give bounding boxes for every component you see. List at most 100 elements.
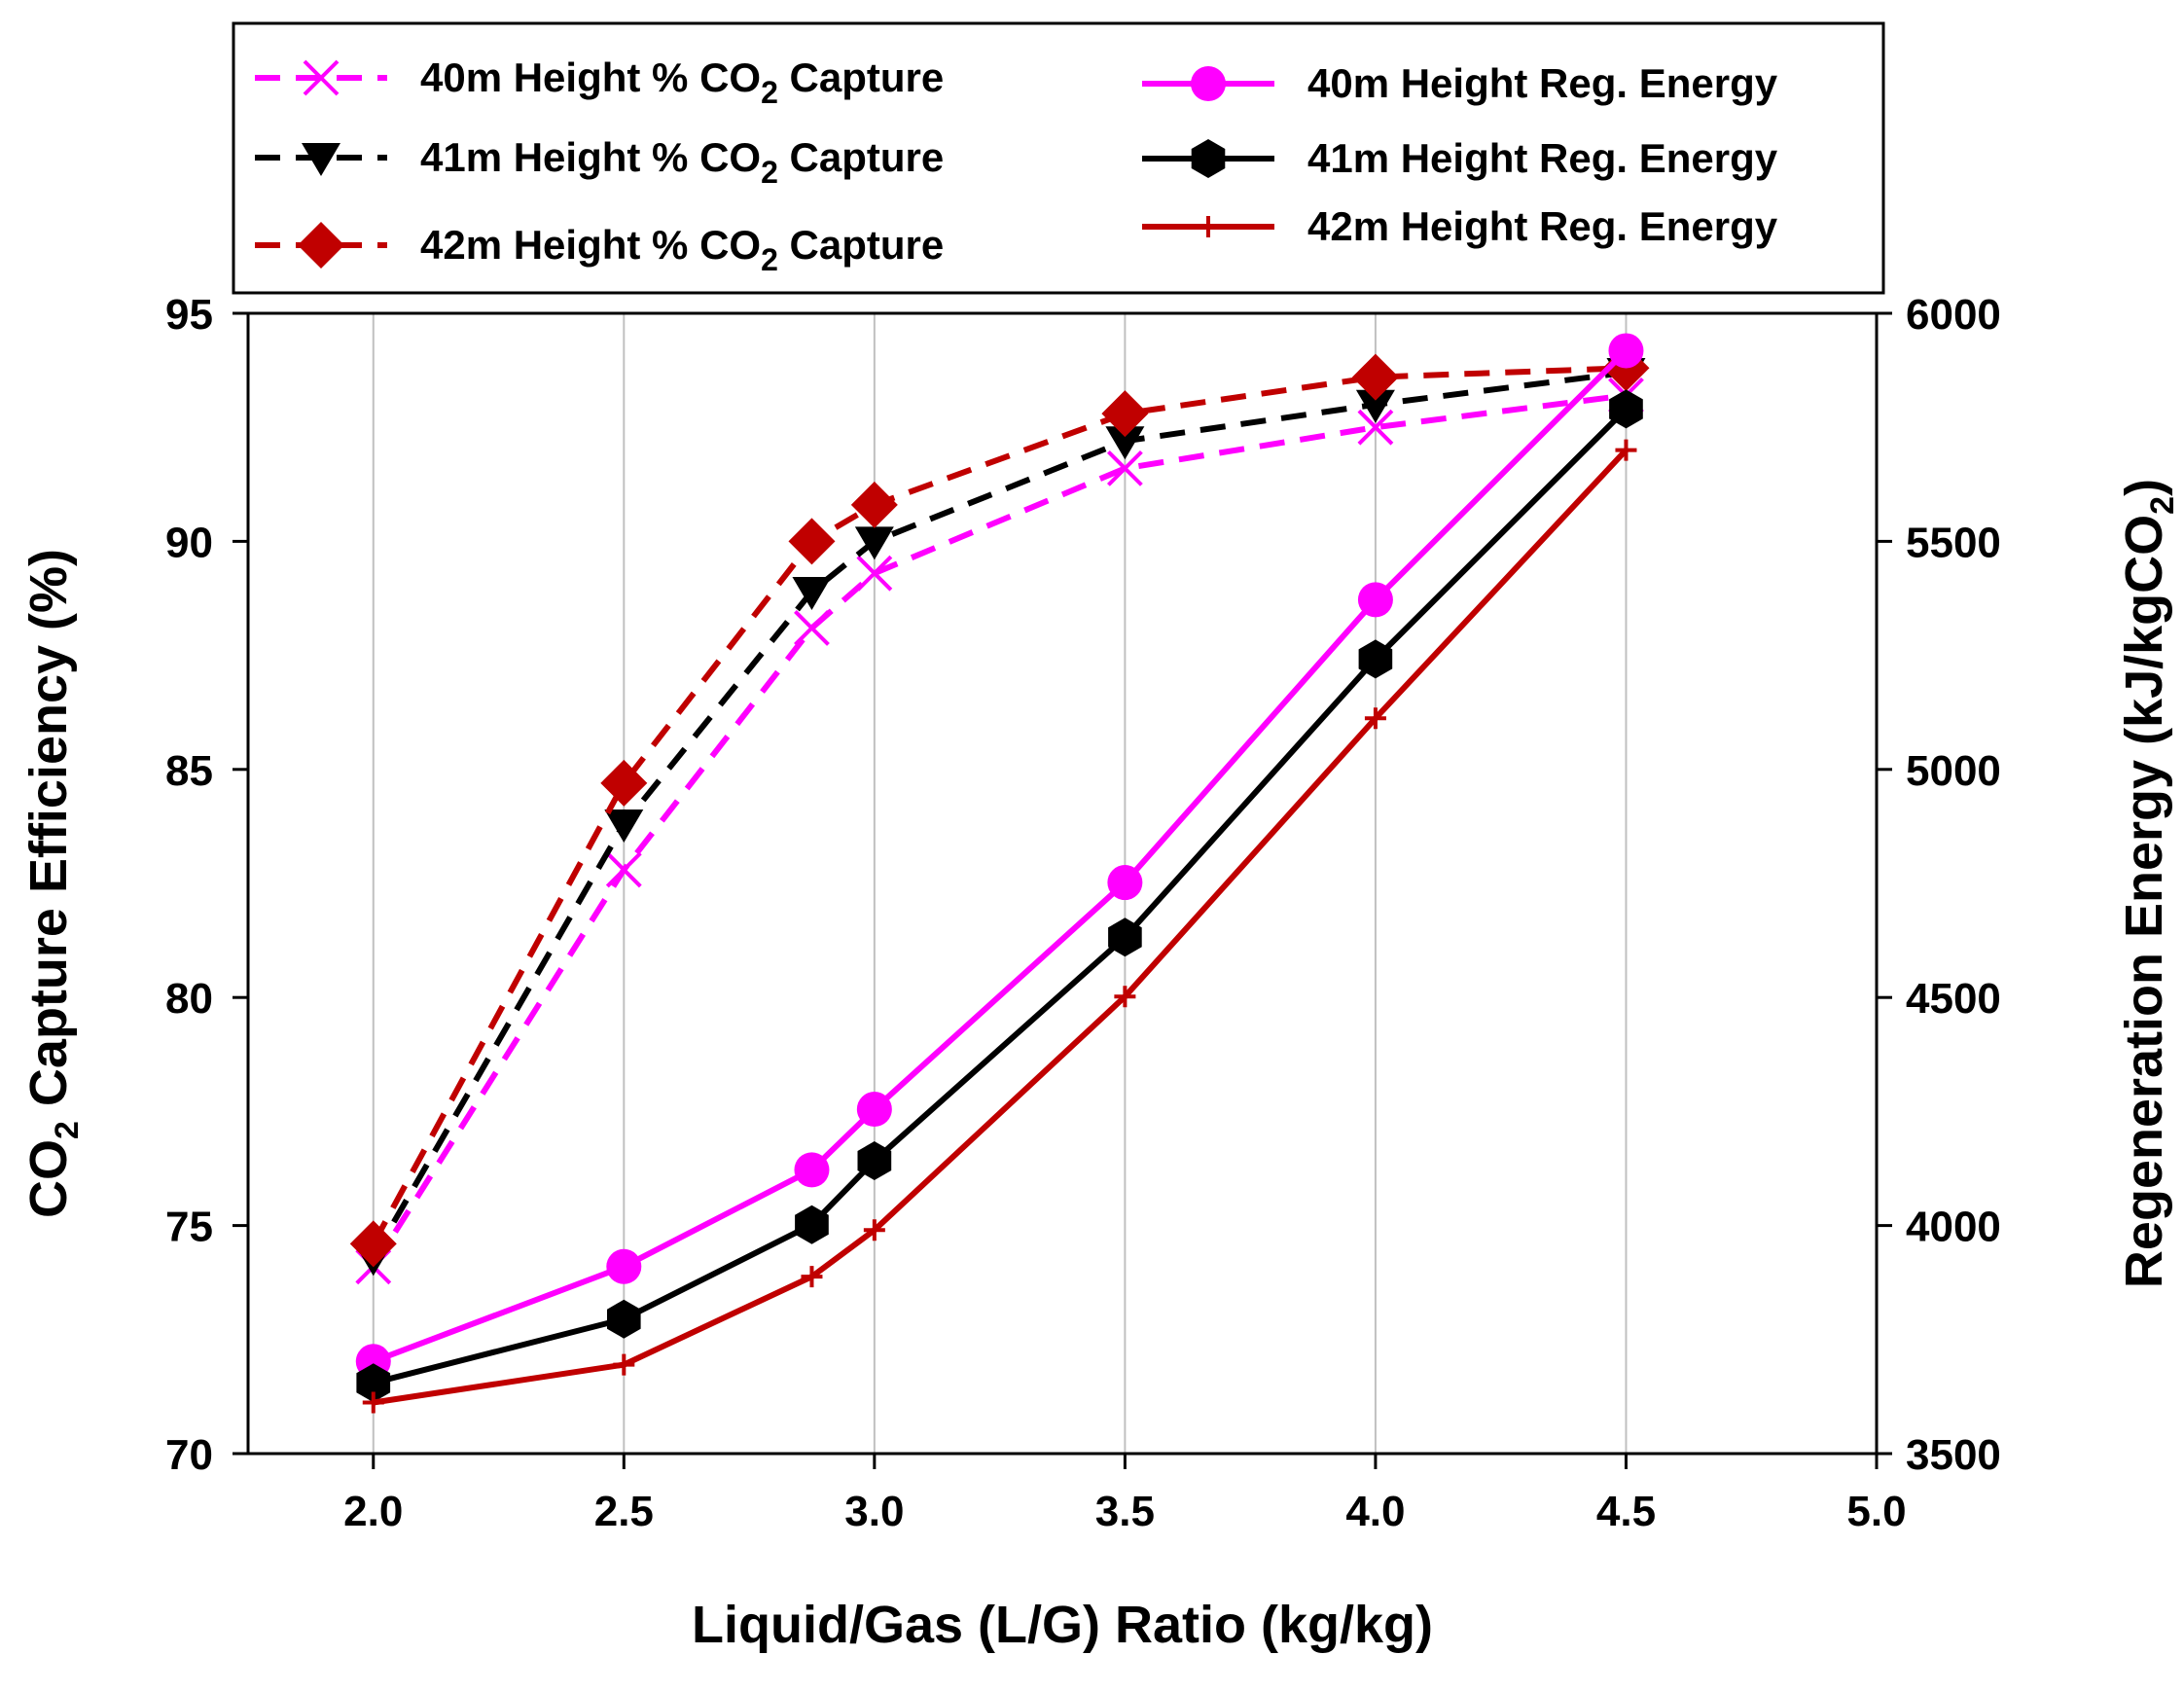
data-point-en40 xyxy=(1107,865,1143,901)
data-point-cap40 xyxy=(605,851,642,888)
data-point-en42 xyxy=(863,1219,885,1241)
series-layer xyxy=(349,333,1650,1414)
data-point-en41 xyxy=(857,1141,892,1180)
grid xyxy=(372,313,1628,1454)
data-point-cap40 xyxy=(1357,409,1394,446)
y-left-axis-title: CO2 Capture Efficiency (%) xyxy=(19,549,86,1218)
legend-label-sub: 2 xyxy=(761,155,778,190)
data-point-cap41 xyxy=(1105,426,1145,460)
data-point-en42 xyxy=(801,1266,823,1288)
data-point-en42 xyxy=(1114,986,1136,1008)
data-point-cap40 xyxy=(1106,450,1143,486)
series-cap42 xyxy=(349,344,1650,1268)
series-cap41 xyxy=(353,357,1646,1277)
data-point-cap42 xyxy=(349,1220,397,1268)
legend-item-en41: 41m Height Reg. Energy xyxy=(1142,135,1778,181)
legend-item-cap42: 42m Height % CO2 Capture xyxy=(255,222,944,277)
data-point-cap41 xyxy=(1355,389,1395,423)
data-point-cap41 xyxy=(604,810,644,844)
y-right-title-sub: 2 xyxy=(2144,496,2181,515)
x-axis-title: Liquid/Gas (L/G) Ratio (kg/kg) xyxy=(692,1596,1433,1654)
legend-marker-cap40 xyxy=(303,59,340,96)
data-point-cap40 xyxy=(794,610,830,646)
legend-label-cap40: 40m Height % CO2 Capture xyxy=(420,54,944,110)
legend-label-main: 41m Height Reg. Energy xyxy=(1307,135,1778,181)
data-point-en42 xyxy=(362,1391,384,1414)
y-left-tick-label: 90 xyxy=(165,519,213,566)
legend-label-rest: Capture xyxy=(778,54,944,100)
y-right-tick-label: 6000 xyxy=(1906,291,2001,339)
legend-item-en40: 40m Height Reg. Energy xyxy=(1142,60,1778,106)
series-line-en40 xyxy=(372,348,1629,1365)
legend-label-en42: 42m Height Reg. Energy xyxy=(1307,203,1778,249)
data-point-cap42 xyxy=(850,481,898,528)
data-point-en41 xyxy=(1108,917,1142,957)
legend-label-en41: 41m Height Reg. Energy xyxy=(1307,135,1778,181)
y-right-tick-label: 3500 xyxy=(1906,1431,2001,1479)
series-line-cap40 xyxy=(371,392,1627,1269)
y-right-title-main: Regeneration Energy (kJ/kgCO xyxy=(2115,515,2173,1288)
series-line-en41 xyxy=(373,407,1629,1386)
plot-frame xyxy=(246,311,1879,1456)
legend-item-en42: 42m Height Reg. Energy xyxy=(1142,203,1778,249)
x-tick-label: 2.0 xyxy=(343,1488,403,1535)
data-point-en40 xyxy=(856,1092,892,1128)
data-point-en40 xyxy=(606,1248,642,1284)
legend-label-sub: 2 xyxy=(761,242,778,277)
legend-marker-en42 xyxy=(1198,216,1219,237)
data-point-cap41 xyxy=(854,526,894,560)
data-point-cap41 xyxy=(792,576,832,610)
legend-marker-cap41 xyxy=(302,143,340,176)
x-tick-label: 3.0 xyxy=(844,1488,904,1535)
data-point-cap42 xyxy=(1351,353,1399,401)
legend-label-main: 40m Height % CO xyxy=(420,54,761,100)
data-point-en41 xyxy=(1609,389,1643,429)
legend-label-cap42: 42m Height % CO2 Capture xyxy=(420,222,944,277)
x-tick-label: 5.0 xyxy=(1846,1488,1906,1535)
x-tick-label: 3.5 xyxy=(1095,1488,1155,1535)
y-left-tick-label: 80 xyxy=(165,975,213,1023)
x-tick-label: 4.0 xyxy=(1345,1488,1405,1535)
y-left-tick-label: 85 xyxy=(165,747,213,795)
y-left-title-main: CO xyxy=(19,1139,78,1218)
legend-item-cap41: 41m Height % CO2 Capture xyxy=(255,134,944,190)
axes: 2.0 2.5 3.0 3.5 4.0 4.5 5.0 70 75 80 85 90 95 3500 400… xyxy=(165,291,2001,1535)
legend-label-cap41: 41m Height % CO2 Capture xyxy=(420,134,944,190)
legend-label-rest: Capture xyxy=(778,222,944,268)
data-point-en41 xyxy=(356,1363,391,1403)
data-point-en41 xyxy=(607,1299,641,1339)
legend-marker-en41 xyxy=(1191,139,1226,178)
legend-label-main: 41m Height % CO xyxy=(420,134,761,180)
data-point-en40 xyxy=(1357,582,1393,618)
data-point-en40 xyxy=(794,1152,830,1188)
legend-label-main: 42m Height % CO xyxy=(420,222,761,268)
legend-marker-en40 xyxy=(1191,66,1226,101)
y-left-title-sub: 2 xyxy=(49,1121,86,1139)
series-en42 xyxy=(362,439,1637,1414)
data-point-en41 xyxy=(795,1205,829,1244)
y-right-tick-label: 4500 xyxy=(1906,975,2001,1023)
data-point-cap42 xyxy=(788,518,836,565)
legend-box xyxy=(232,21,1885,295)
data-point-en42 xyxy=(1615,439,1637,461)
y-left-tick-label: 95 xyxy=(165,291,213,339)
data-point-en42 xyxy=(1364,707,1386,730)
legend-label-main: 40m Height Reg. Energy xyxy=(1307,60,1778,106)
legend-label-rest: Capture xyxy=(778,134,944,180)
legend-item-cap40: 40m Height % CO2 Capture xyxy=(255,54,944,110)
y-right-title-rest: ) xyxy=(2115,479,2173,496)
data-point-en42 xyxy=(613,1353,635,1376)
x-tick-label: 2.5 xyxy=(594,1488,654,1535)
legend-label-en40: 40m Height Reg. Energy xyxy=(1307,60,1778,106)
series-en41 xyxy=(356,389,1643,1403)
y-left-title-rest: Capture Efficiency (%) xyxy=(19,549,78,1121)
series-line-cap41 xyxy=(371,369,1627,1259)
y-right-tick-label: 5500 xyxy=(1906,519,2001,566)
x-tick-label: 4.5 xyxy=(1596,1488,1656,1535)
y-left-tick-label: 70 xyxy=(165,1431,213,1479)
series-cap40 xyxy=(355,377,1644,1285)
y-left-tick-label: 75 xyxy=(165,1204,213,1251)
y-right-tick-label: 4000 xyxy=(1906,1204,2001,1251)
